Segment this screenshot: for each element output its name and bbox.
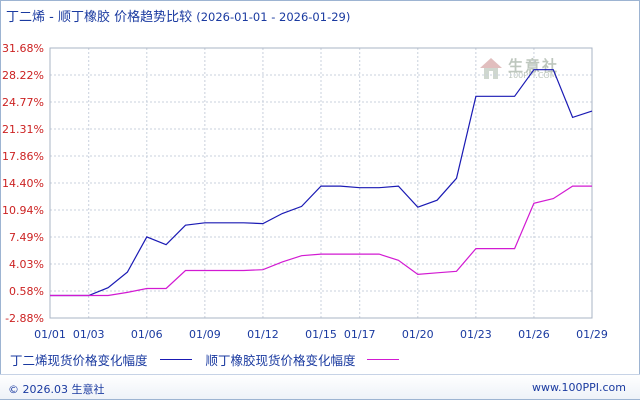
legend-label-series1: 丁二烯现货价格变化幅度 — [10, 353, 148, 368]
date-range: (2026-01-01 - 2026-01-29) — [196, 10, 351, 24]
y-tick-label: 7.49% — [9, 231, 44, 244]
series-lines — [50, 69, 593, 297]
footer-link[interactable]: www.100PPI.com — [532, 381, 626, 394]
legend-swatch-series1 — [159, 359, 192, 360]
chart-title: 丁二烯 - 顺丁橡胶 价格趋势比较 (2026-01-01 - 2026-01-… — [6, 6, 350, 25]
y-tick-label: 14.40% — [2, 177, 44, 190]
y-tick-label: 24.77% — [2, 96, 44, 109]
x-tick-label: 01/29 — [576, 328, 608, 341]
x-tick-label: 01/17 — [344, 328, 376, 341]
x-tick-label: 01/26 — [518, 328, 550, 341]
x-tick-label: 01/06 — [131, 328, 163, 341]
gridlines — [49, 47, 593, 319]
x-tick-label: 01/01 — [34, 328, 66, 341]
x-tick-label: 01/09 — [189, 328, 221, 341]
x-tick-label: 01/12 — [247, 328, 279, 341]
x-tick-label: 01/15 — [305, 328, 337, 341]
y-tick-label: 10.94% — [2, 204, 44, 217]
y-tick-label: 0.58% — [9, 285, 44, 298]
y-axis-labels: 31.68% 28.22% 24.77% 21.31% 17.86% 14.40% 10.9… — [2, 42, 44, 325]
footer: © 2026.03 生意社 www.100PPI.com — [0, 374, 640, 399]
plot-area — [49, 47, 593, 319]
y-tick-label: 31.68% — [2, 42, 44, 55]
legend-swatch-series2 — [367, 359, 400, 360]
watermark-text: 生意社 — [508, 57, 560, 75]
series-line-2 — [50, 185, 592, 297]
series-line-1 — [50, 69, 593, 297]
y-tick-label: 28.22% — [2, 69, 44, 82]
x-axis-labels: 01/01 01/03 01/06 01/09 01/12 01/15 01/17 01/20… — [34, 328, 608, 341]
legend-label-series2: 顺丁橡胶现货价格变化幅度 — [205, 353, 356, 368]
y-tick-label: 17.86% — [2, 150, 44, 163]
footer-copyright: © 2026.03 生意社 — [8, 383, 105, 396]
x-tick-label: 01/20 — [402, 328, 434, 341]
y-tick-label: 4.03% — [9, 258, 44, 271]
title-text: 丁二烯 - 顺丁橡胶 价格趋势比较 — [6, 10, 193, 25]
x-tick-label: 01/23 — [460, 328, 492, 341]
y-tick-label: 21.31% — [2, 123, 44, 136]
legend: 丁二烯现货价格变化幅度 顺丁橡胶现货价格变化幅度 — [10, 350, 409, 369]
watermark-url: 100PPI.COM — [508, 71, 557, 80]
x-tick-label: 01/03 — [73, 328, 105, 341]
y-tick-label: -2.88% — [5, 312, 44, 325]
